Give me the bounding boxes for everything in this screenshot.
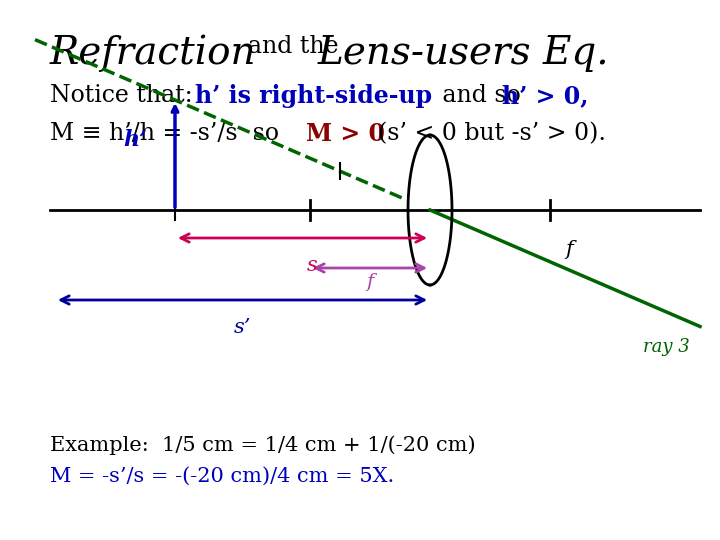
Text: s: s xyxy=(307,256,318,275)
Text: Lens-users Eq.: Lens-users Eq. xyxy=(318,35,610,72)
Text: Example:  1/5 cm = 1/4 cm + 1/(-20 cm): Example: 1/5 cm = 1/4 cm + 1/(-20 cm) xyxy=(50,435,476,455)
Text: f: f xyxy=(565,240,572,259)
Text: h’ > 0,: h’ > 0, xyxy=(502,84,588,108)
Text: f: f xyxy=(366,273,374,291)
Text: and the: and the xyxy=(248,35,338,58)
Text: Refraction: Refraction xyxy=(50,35,256,72)
Text: h’ is right-side-up: h’ is right-side-up xyxy=(195,84,432,108)
Text: (s’ < 0 but -s’ > 0).: (s’ < 0 but -s’ > 0). xyxy=(363,122,606,145)
Text: s’: s’ xyxy=(234,318,251,337)
Text: and so: and so xyxy=(435,84,528,107)
Text: Notice that:: Notice that: xyxy=(50,84,207,107)
Text: M > 0: M > 0 xyxy=(306,122,385,146)
Text: ray 3: ray 3 xyxy=(643,339,690,356)
Text: M = -s’/s = -(-20 cm)/4 cm = 5X.: M = -s’/s = -(-20 cm)/4 cm = 5X. xyxy=(50,467,395,486)
Text: M ≡ h’/h = -s’/s  so: M ≡ h’/h = -s’/s so xyxy=(50,122,287,145)
Text: h’: h’ xyxy=(123,129,147,151)
